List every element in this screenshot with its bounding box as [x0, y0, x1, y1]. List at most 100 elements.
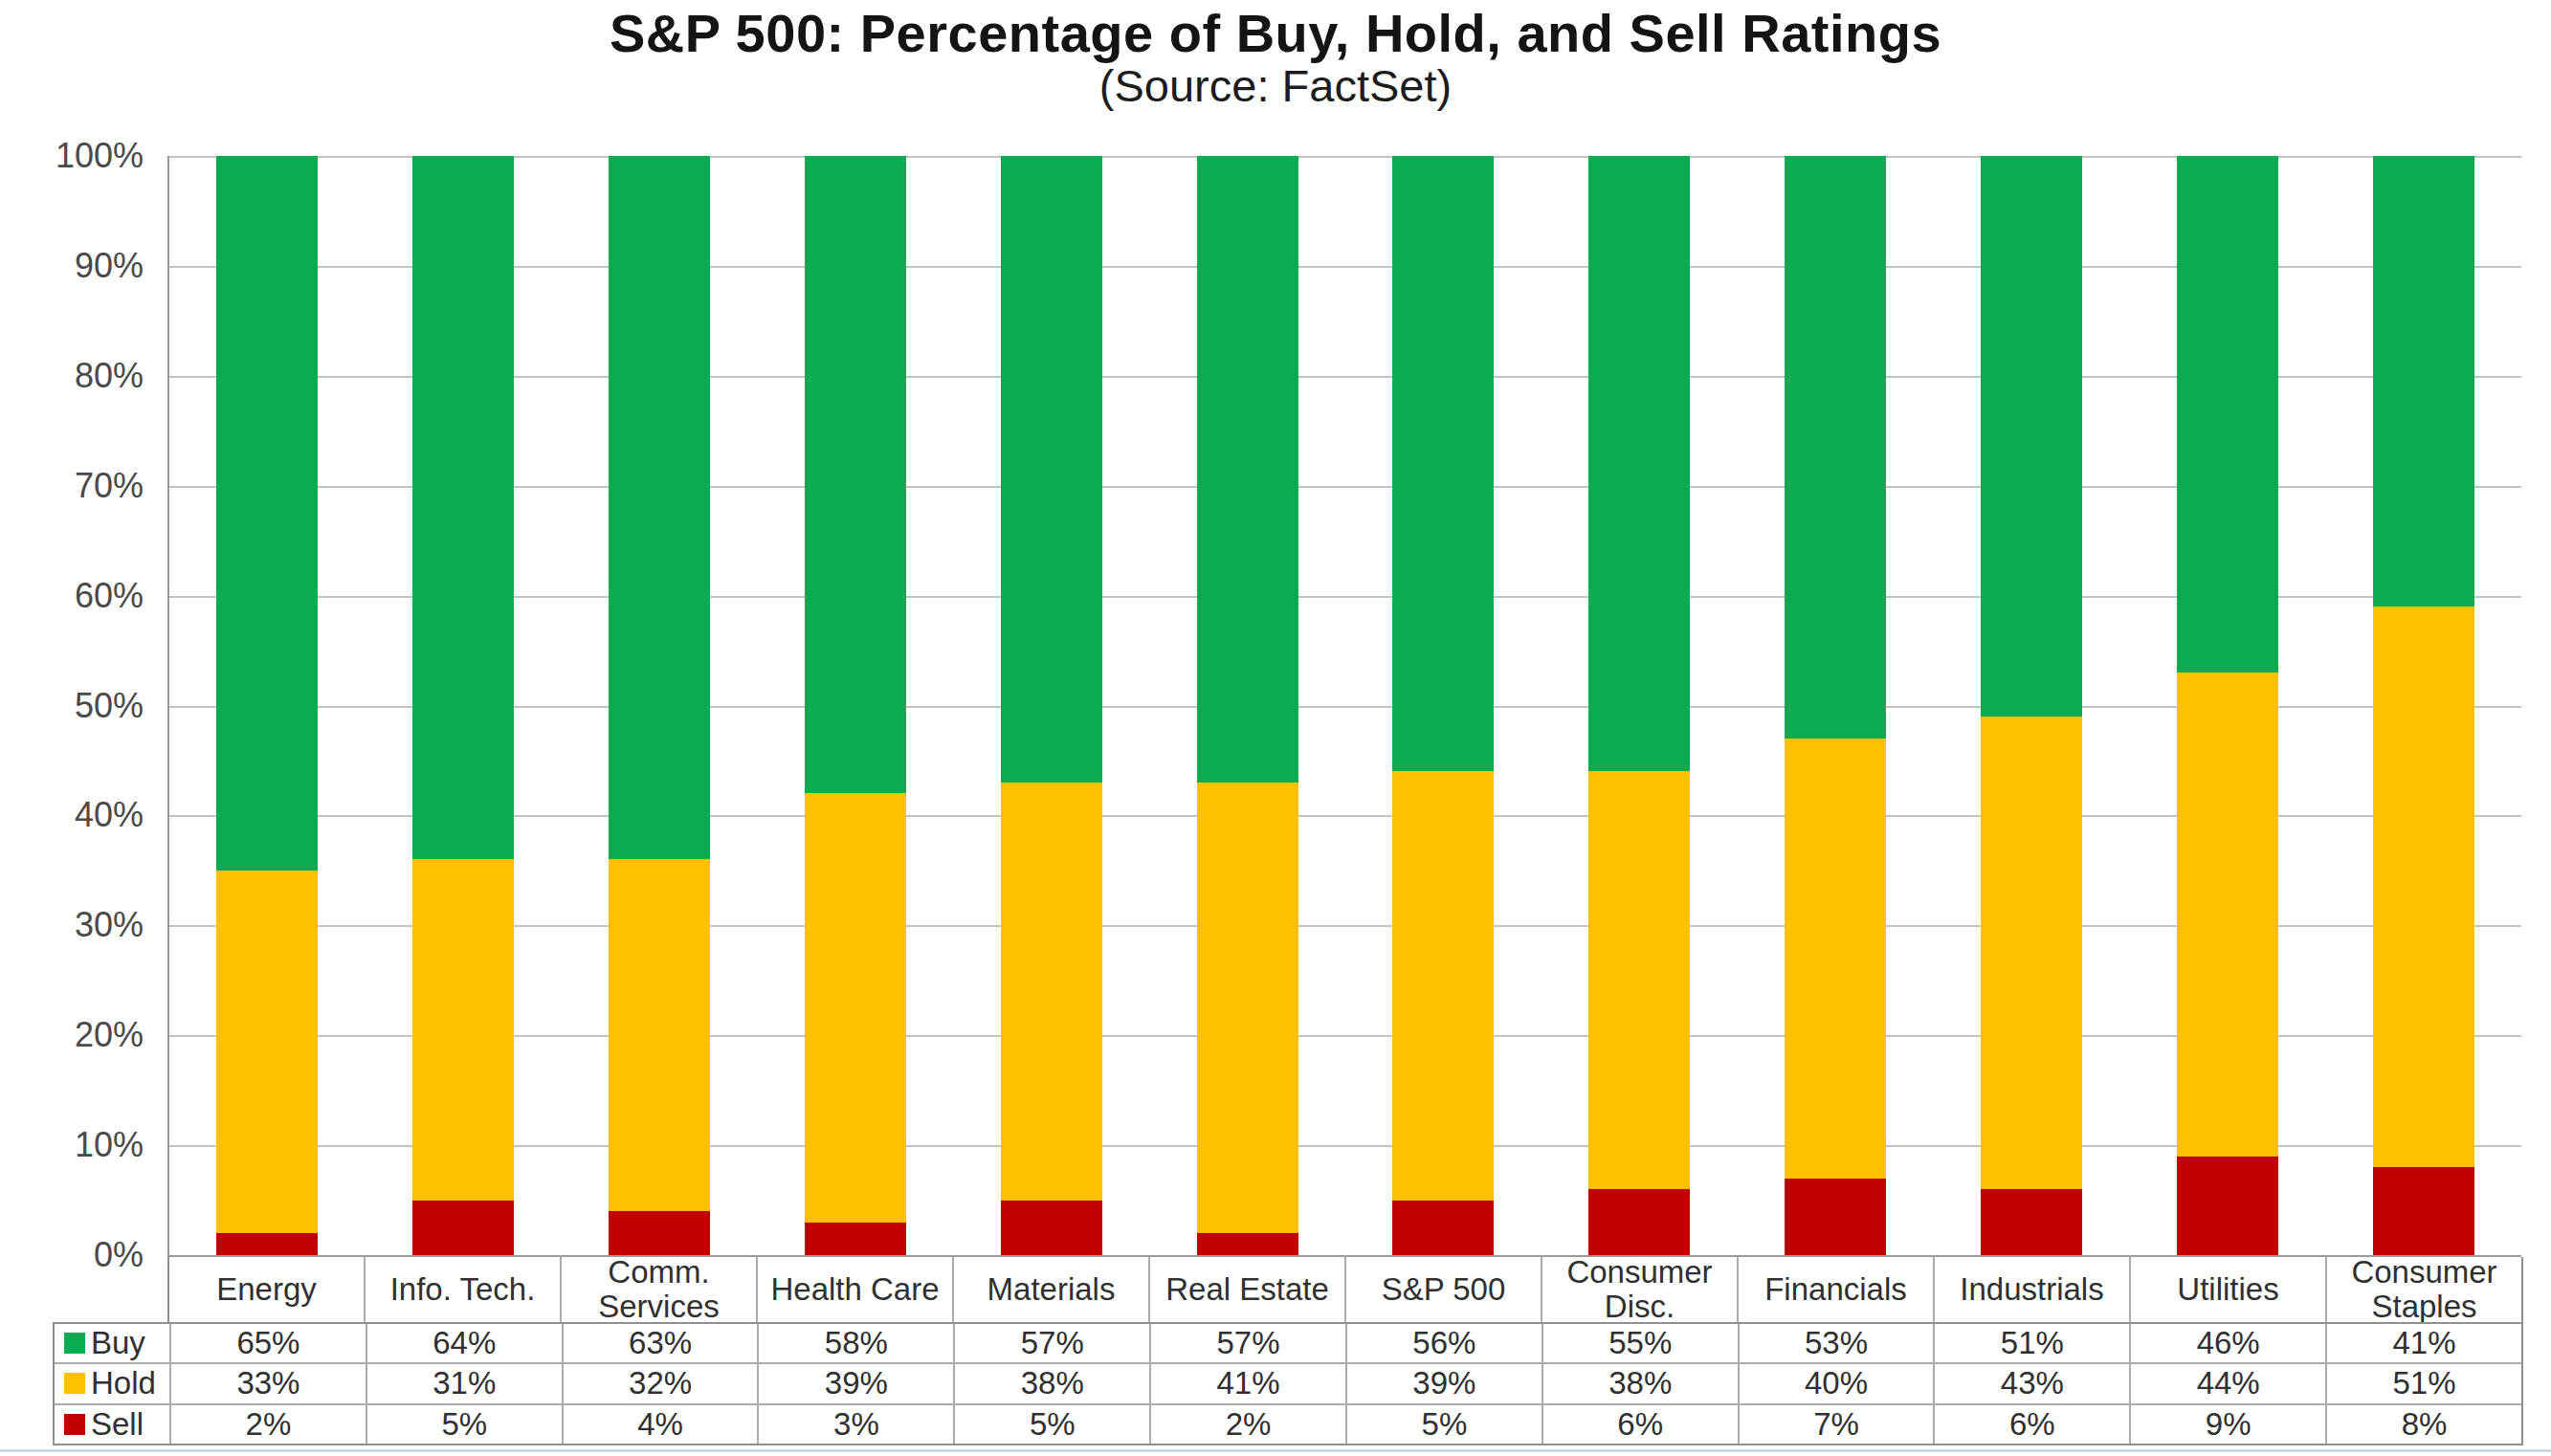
bar-segment-hold — [1392, 771, 1494, 1200]
bar-consumer-disc — [1542, 156, 1738, 1255]
bar-segment-sell — [412, 1201, 514, 1255]
bar-segment-buy — [2373, 156, 2474, 607]
table-value-buy: 55% — [1542, 1324, 1738, 1362]
stacked-bar — [609, 156, 710, 1255]
table-value-buy: 65% — [169, 1324, 366, 1362]
bar-segment-hold — [2373, 607, 2474, 1167]
bar-segment-hold — [609, 859, 710, 1211]
bar-segment-hold — [216, 871, 318, 1233]
bar-segment-hold — [1981, 717, 2082, 1189]
y-axis-tick-label: 40% — [75, 795, 144, 835]
table-value-buy: 56% — [1345, 1324, 1542, 1362]
y-axis: 100%90%80%70%60%50%40%30%20%10%0% — [0, 156, 144, 1255]
bar-consumer-staples — [2325, 156, 2521, 1255]
bar-industrials — [1934, 156, 2130, 1255]
stacked-bar — [216, 156, 318, 1255]
category-header-consumer-staples: Consumer Staples — [2325, 1257, 2521, 1322]
table-value-hold: 39% — [1345, 1364, 1542, 1402]
bar-financials — [1738, 156, 1934, 1255]
table-value-sell: 2% — [1149, 1405, 1345, 1444]
bar-segment-hold — [1785, 739, 1886, 1179]
table-value-sell: 2% — [169, 1405, 366, 1444]
chart-subtitle: (Source: FactSet) — [0, 59, 2551, 112]
stacked-bar — [412, 156, 514, 1255]
table-value-hold: 38% — [953, 1364, 1149, 1402]
y-axis-tick-label: 20% — [75, 1015, 144, 1055]
table-value-sell: 4% — [562, 1405, 758, 1444]
bar-segment-sell — [216, 1233, 318, 1255]
bar-info-tech — [366, 156, 562, 1255]
y-axis-tick-label: 30% — [75, 905, 144, 945]
chart-page: { "chart_data": { "type": "bar", "stacke… — [0, 0, 2551, 1456]
legend-buy: Buy — [55, 1324, 169, 1362]
table-value-hold: 40% — [1738, 1364, 1934, 1402]
stacked-bar — [1001, 156, 1102, 1255]
table-value-buy: 41% — [2325, 1324, 2521, 1362]
y-axis-tick-label: 80% — [75, 356, 144, 396]
table-value-sell: 3% — [757, 1405, 953, 1444]
bar-segment-buy — [216, 156, 318, 871]
legend-swatch-sell-icon — [64, 1414, 85, 1435]
table-value-sell: 5% — [953, 1405, 1149, 1444]
category-header-comm-services: Comm. Services — [560, 1257, 756, 1322]
table-value-buy: 53% — [1738, 1324, 1934, 1362]
table-value-buy: 51% — [1933, 1324, 2129, 1362]
bar-segment-sell — [2177, 1157, 2278, 1255]
bottom-divider — [0, 1449, 2551, 1452]
chart-title: S&P 500: Percentage of Buy, Hold, and Se… — [0, 2, 2551, 64]
table-value-buy: 46% — [2129, 1324, 2325, 1362]
table-value-sell: 5% — [366, 1405, 562, 1444]
bar-segment-buy — [1785, 156, 1886, 739]
table-value-hold: 44% — [2129, 1364, 2325, 1402]
table-value-sell: 9% — [2129, 1405, 2325, 1444]
category-header-financials: Financials — [1737, 1257, 1933, 1322]
y-axis-tick-label: 60% — [75, 576, 144, 616]
bar-utilities — [2129, 156, 2325, 1255]
y-axis-tick-label: 70% — [75, 466, 144, 506]
bar-segment-sell — [1392, 1201, 1494, 1255]
legend-label: Buy — [91, 1325, 145, 1361]
stacked-bar — [2177, 156, 2278, 1255]
bar-comm-services — [562, 156, 758, 1255]
table-value-hold: 39% — [757, 1364, 953, 1402]
stacked-bar — [1785, 156, 1886, 1255]
category-header-consumer-disc: Consumer Disc. — [1541, 1257, 1737, 1322]
bar-segment-sell — [1785, 1179, 1886, 1255]
category-header-s-p-500: S&P 500 — [1344, 1257, 1541, 1322]
legend-hold: Hold — [55, 1364, 169, 1402]
bar-segment-sell — [1001, 1201, 1102, 1255]
category-header-row: EnergyInfo. Tech.Comm. ServicesHealth Ca… — [167, 1257, 2523, 1322]
stacked-bar — [805, 156, 906, 1255]
category-header-health-care: Health Care — [756, 1257, 952, 1322]
bar-segment-hold — [2177, 673, 2278, 1157]
bar-segment-hold — [412, 859, 514, 1200]
bar-segment-buy — [1392, 156, 1494, 771]
bar-segment-buy — [805, 156, 906, 793]
category-header-energy: Energy — [169, 1257, 364, 1322]
table-row-sell: Sell2%5%4%3%5%2%5%6%7%6%9%8% — [55, 1403, 2521, 1444]
table-value-sell: 7% — [1738, 1405, 1934, 1444]
table-value-buy: 64% — [366, 1324, 562, 1362]
table-value-hold: 32% — [562, 1364, 758, 1402]
bar-segment-buy — [609, 156, 710, 859]
table-value-hold: 51% — [2325, 1364, 2521, 1402]
bar-real-estate — [1149, 156, 1345, 1255]
bar-materials — [953, 156, 1149, 1255]
category-header-info-tech: Info. Tech. — [364, 1257, 560, 1322]
table-row-buy: Buy65%64%63%58%57%57%56%55%53%51%46%41% — [55, 1324, 2521, 1362]
category-header-real-estate: Real Estate — [1148, 1257, 1344, 1322]
category-header-utilities: Utilities — [2129, 1257, 2325, 1322]
bar-segment-sell — [1981, 1189, 2082, 1255]
stacked-bar — [1981, 156, 2082, 1255]
bar-s-p-500 — [1345, 156, 1542, 1255]
stacked-bar — [1588, 156, 1690, 1255]
stacked-bar — [1392, 156, 1494, 1255]
table-value-sell: 5% — [1345, 1405, 1542, 1444]
bar-segment-buy — [1197, 156, 1298, 783]
bar-energy — [169, 156, 366, 1255]
bar-segment-sell — [805, 1223, 906, 1255]
table-value-hold: 43% — [1933, 1364, 2129, 1402]
bar-segment-sell — [609, 1211, 710, 1255]
legend-swatch-hold-icon — [64, 1373, 85, 1394]
table-value-buy: 57% — [953, 1324, 1149, 1362]
